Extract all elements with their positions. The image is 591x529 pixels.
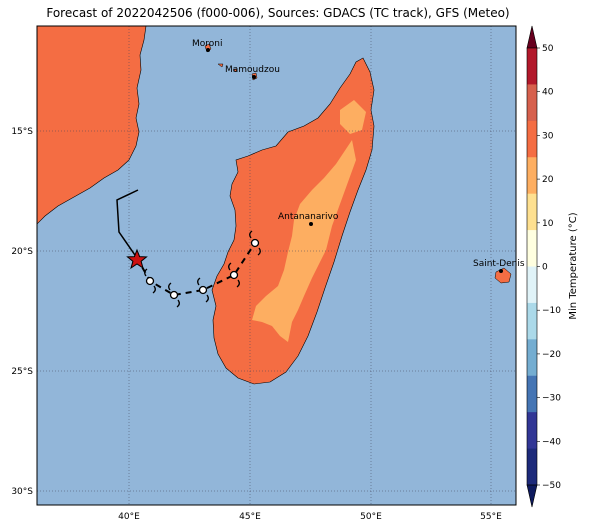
lon-tick-label: 45°E bbox=[239, 512, 261, 522]
colorbar-band bbox=[527, 230, 537, 267]
land-reunion bbox=[494, 267, 512, 284]
storm-symbol bbox=[228, 262, 240, 288]
storm-symbol bbox=[197, 277, 209, 303]
colorbar-band bbox=[527, 120, 537, 158]
colorbar-extension-bottom bbox=[526, 484, 538, 508]
lat-tick-label: 20°S bbox=[11, 247, 33, 257]
colorbar-band bbox=[527, 48, 537, 85]
map-title: Forecast of 2022042506 (f000-006), Sourc… bbox=[46, 6, 510, 20]
city-dot bbox=[206, 48, 210, 52]
lon-tick-label: 55°E bbox=[480, 512, 502, 522]
land-highlands bbox=[252, 100, 366, 342]
colorbar-band bbox=[527, 412, 537, 450]
colorbar-label: Min Temperature (°C) bbox=[568, 212, 579, 319]
city-label-moroni: Moroni bbox=[192, 39, 223, 49]
storm-symbol bbox=[168, 282, 180, 308]
colorbar-tick-label: −30 bbox=[542, 394, 561, 404]
colorbar-band bbox=[527, 339, 537, 377]
land-madagascar bbox=[211, 57, 375, 385]
tc-track-past bbox=[116, 189, 139, 259]
city-dot bbox=[252, 75, 256, 79]
colorbar-tick-label: −50 bbox=[542, 481, 561, 491]
colorbar-tick-label: −40 bbox=[542, 437, 561, 447]
storm-symbol bbox=[144, 268, 156, 294]
city-dot bbox=[309, 222, 313, 226]
colorbar-band bbox=[527, 84, 537, 122]
colorbar-extension-top bbox=[526, 25, 538, 49]
lat-tick-label: 15°S bbox=[11, 127, 33, 137]
land-africa bbox=[37, 26, 147, 225]
lon-tick-label: 40°E bbox=[118, 512, 140, 522]
colorbar-band bbox=[527, 448, 537, 486]
city-dot bbox=[499, 269, 503, 273]
colorbar-band bbox=[527, 266, 537, 304]
map-frame bbox=[36, 25, 517, 506]
tc-track-forecast bbox=[136, 242, 256, 297]
city-label-antananarivo: Antananarivo bbox=[278, 212, 339, 222]
storm-symbol bbox=[249, 230, 261, 256]
land-comoros bbox=[204, 43, 258, 81]
star-icon bbox=[126, 248, 148, 270]
graticule bbox=[37, 26, 516, 505]
colorbar-tick-label: −10 bbox=[542, 306, 561, 316]
colorbar-band bbox=[527, 302, 537, 340]
colorbar-band bbox=[527, 375, 537, 413]
colorbar-tick-label: 0 bbox=[542, 263, 548, 273]
colorbar-tick-label: 40 bbox=[542, 88, 554, 98]
city-label-saint-denis: Saint-Denis bbox=[473, 259, 525, 269]
colorbar: 50 40 30 20 10 0 −10 −20 −30 −40 −50 bbox=[526, 25, 561, 508]
map-panel bbox=[37, 26, 516, 505]
colorbar-tick-label: 50 bbox=[542, 44, 554, 54]
colorbar-tick-label: 10 bbox=[542, 219, 554, 229]
colorbar-tick-label: 30 bbox=[542, 131, 554, 141]
lat-tick-label: 30°S bbox=[11, 487, 33, 497]
city-label-mamoudzou: Mamoudzou bbox=[225, 65, 280, 75]
colorbar-band bbox=[527, 193, 537, 231]
colorbar-band bbox=[527, 157, 537, 195]
lon-tick-label: 50°E bbox=[360, 512, 382, 522]
colorbar-tick-label: −20 bbox=[542, 350, 561, 360]
lat-tick-label: 25°S bbox=[11, 367, 33, 377]
colorbar-tick-label: 20 bbox=[542, 175, 554, 185]
